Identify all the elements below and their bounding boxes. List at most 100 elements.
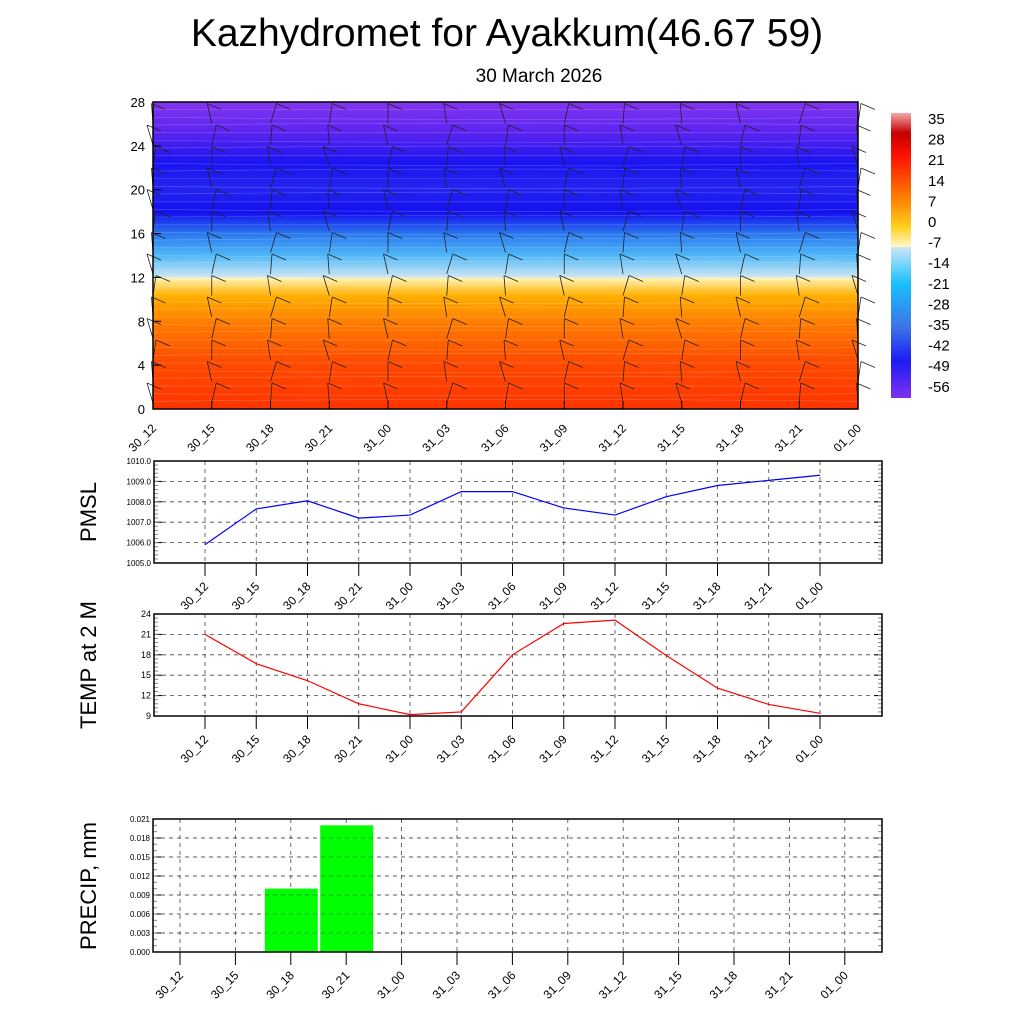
- y-axis-label: PMSL: [76, 482, 101, 542]
- wind-barb-flag: [276, 167, 291, 175]
- wind-barb-flag: [740, 210, 755, 218]
- wind-barb-flag: [735, 296, 751, 304]
- wind-barb-flag: [860, 296, 876, 304]
- wind-barb-flag: [735, 232, 751, 239]
- wind-barb-staff: [851, 210, 859, 232]
- wind-barb-staff: [387, 146, 393, 167]
- wind-barb-flag: [452, 253, 467, 261]
- wind-barb-staff: [383, 382, 389, 404]
- x-tick-label: 31_06: [478, 421, 512, 455]
- wind-barb-flag: [211, 146, 226, 153]
- wind-barb-staff: [270, 232, 277, 253]
- wind-barb-flag: [680, 361, 695, 368]
- wind-barb-flag: [216, 318, 231, 325]
- wind-barb-staff: [206, 167, 213, 189]
- y-tick-label: 1005.0: [127, 559, 152, 568]
- wind-barb-flag: [744, 124, 760, 132]
- wind-barb-staff: [563, 232, 570, 253]
- wind-barb-staff: [327, 318, 330, 339]
- y-tick-label: 15: [141, 670, 151, 680]
- contour-line: [152, 324, 859, 327]
- chart-subtitle: 30 March 2026: [475, 66, 603, 87]
- wind-barb-staff: [322, 275, 330, 296]
- x-tick-label: 31_06: [485, 579, 519, 613]
- wind-barb-flag: [684, 275, 699, 282]
- wind-barb-staff: [443, 232, 448, 253]
- plot-frame: [152, 818, 883, 953]
- wind-barb-flag: [452, 382, 467, 390]
- wind-barb-staff: [270, 382, 273, 404]
- wind-barb-flag: [805, 232, 820, 239]
- wind-barb-flag: [568, 167, 583, 175]
- x-tick-label: 30_12: [153, 968, 187, 1002]
- y-tick-label: 4: [138, 358, 145, 373]
- wind-barb-flag: [332, 167, 347, 175]
- x-tick-label: 30_21: [319, 968, 353, 1002]
- wind-barb-flag: [568, 103, 583, 110]
- wind-barb-staff: [146, 382, 154, 404]
- wind-barb-flag: [568, 296, 583, 304]
- wind-barb-flag: [503, 339, 519, 347]
- wind-barb-flag: [619, 318, 635, 325]
- wind-barb-staff: [675, 189, 683, 210]
- wind-barb-flag: [146, 189, 162, 196]
- wind-barb-staff: [327, 382, 330, 404]
- wind-barb-staff: [499, 167, 506, 189]
- x-tick-label: 01_00: [793, 579, 827, 613]
- wind-barb-staff: [270, 253, 273, 275]
- wind-barb-flag: [443, 296, 458, 304]
- wind-barb-staff: [619, 253, 624, 275]
- colorbar-label: 21: [928, 152, 945, 169]
- wind-barb-staff: [206, 361, 213, 382]
- wind-barb-staff: [446, 146, 449, 167]
- wind-barb-staff: [798, 296, 806, 318]
- colorbar-label: 14: [928, 173, 945, 190]
- colorbar-label: -49: [928, 358, 950, 375]
- wind-barb-flag: [740, 146, 755, 153]
- wind-barb-flag: [276, 361, 291, 368]
- x-tick-label: 31_03: [434, 732, 468, 766]
- wind-barb-staff: [211, 318, 217, 339]
- wind-barb-flag: [559, 146, 574, 153]
- x-tick-label: 31_15: [639, 732, 673, 766]
- wind-barb-flag: [559, 210, 574, 218]
- wind-barb-flag: [684, 210, 699, 218]
- wind-barb-staff: [851, 146, 859, 167]
- wind-barb-staff: [446, 318, 454, 339]
- wind-barb-flag: [211, 275, 226, 282]
- y-tick-label: 12: [131, 270, 145, 285]
- colorbar-label: -21: [928, 276, 950, 293]
- wind-barb-flag: [628, 210, 644, 218]
- contour-line: [152, 301, 859, 304]
- wind-barb-flag: [499, 296, 514, 304]
- wind-barb-staff: [322, 146, 330, 167]
- colorbar-label: 35: [928, 111, 945, 128]
- wind-barb-flag: [267, 210, 282, 218]
- wind-barb-flag: [628, 339, 644, 347]
- x-tick-label: 31_12: [596, 421, 630, 455]
- wind-barb-staff: [798, 318, 802, 339]
- y-tick-label: 28: [131, 95, 145, 110]
- wind-barb-flag: [271, 124, 287, 132]
- precip-bar: [320, 825, 374, 952]
- wind-barb-staff: [735, 361, 741, 382]
- wind-barb-flag: [680, 232, 695, 239]
- wind-barb-flag: [675, 382, 690, 390]
- x-tick-label: 31_06: [485, 732, 519, 766]
- contour-line: [152, 260, 859, 264]
- wind-barb-staff: [267, 146, 271, 167]
- wind-barb-flag: [499, 103, 514, 110]
- wind-barb-flag: [856, 318, 871, 325]
- wind-barb-flag: [508, 253, 523, 261]
- contour-line: [152, 283, 859, 287]
- x-tick-label: 01_00: [817, 968, 851, 1002]
- wind-barb-staff: [622, 167, 625, 189]
- wind-barb-staff: [211, 382, 217, 404]
- x-tick-label: 30_12: [178, 732, 212, 766]
- wind-barb-flag: [619, 124, 635, 132]
- wind-barb-staff: [559, 210, 565, 232]
- wind-barb-flag: [744, 318, 760, 325]
- x-tick-label: 31_09: [536, 579, 570, 613]
- wind-barb-flag: [619, 382, 635, 390]
